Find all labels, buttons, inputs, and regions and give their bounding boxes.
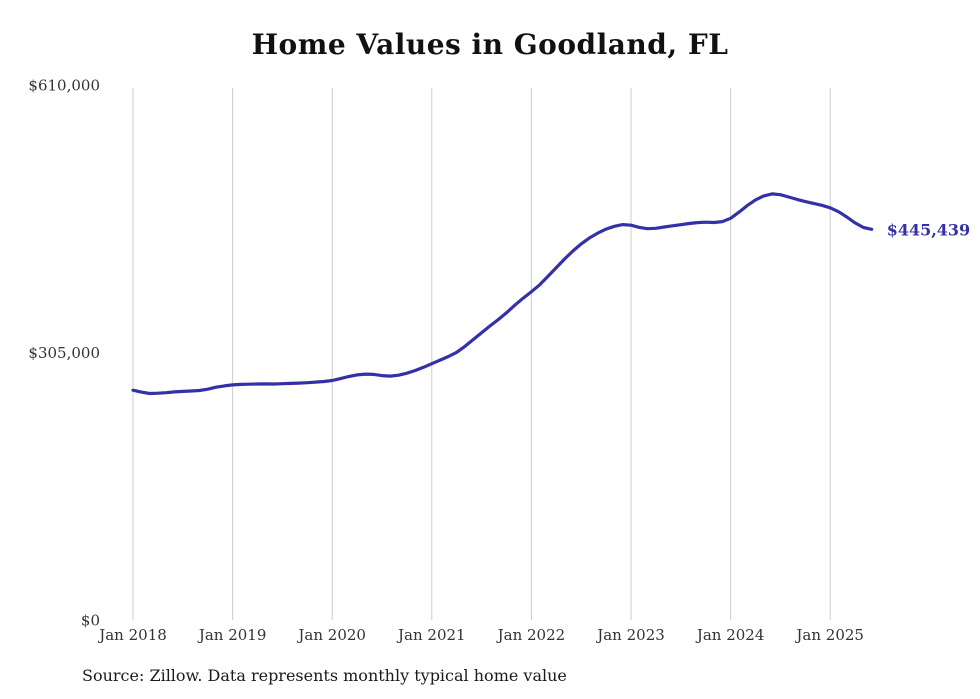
x-tick-label: Jan 2020 [296,626,366,644]
x-tick-label: Jan 2018 [97,626,167,644]
x-tick-label: Jan 2022 [496,626,566,644]
y-tick-label: $610,000 [28,77,100,95]
end-value-label: $445,439 [887,220,971,239]
x-tick-label: Jan 2019 [197,626,267,644]
y-tick-label: $0 [81,612,100,630]
chart-title: Home Values in Goodland, FL [251,28,729,61]
source-note: Source: Zillow. Data represents monthly … [82,666,567,685]
x-tick-label: Jan 2024 [695,626,765,644]
x-tick-label: Jan 2023 [595,626,665,644]
x-tick-label: Jan 2021 [396,626,466,644]
x-tick-label: Jan 2025 [794,626,864,644]
home-value-line [131,192,874,396]
y-tick-label: $305,000 [28,344,100,362]
